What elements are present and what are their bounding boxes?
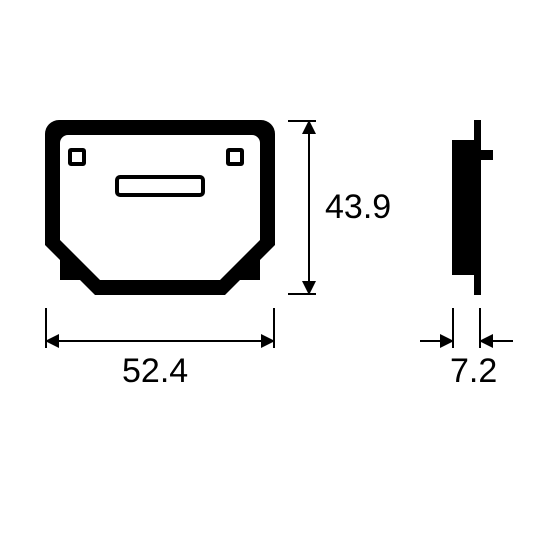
height-arrow-top [302,120,316,134]
width-arrow-left [45,334,59,348]
thick-arrow-left [440,334,454,348]
pad-inner-cut-br [220,240,260,280]
side-view-backing [474,120,481,295]
thickness-value: 7.2 [450,352,497,391]
side-view-pad [452,140,474,275]
mounting-hole-right [226,148,244,166]
pad-inner-cut-bl [60,240,100,280]
width-arrow-right [261,334,275,348]
mounting-hole-left [68,148,86,166]
thick-arrow-right [479,334,493,348]
side-view-tab [481,150,493,160]
wear-slot [115,175,205,197]
height-dim-line [308,120,310,295]
height-value: 43.9 [325,188,391,227]
width-dim-line [45,340,275,342]
width-value: 52.4 [122,352,188,391]
drawing-canvas: 52.4 43.9 7.2 [0,0,550,550]
height-arrow-bottom [302,281,316,295]
